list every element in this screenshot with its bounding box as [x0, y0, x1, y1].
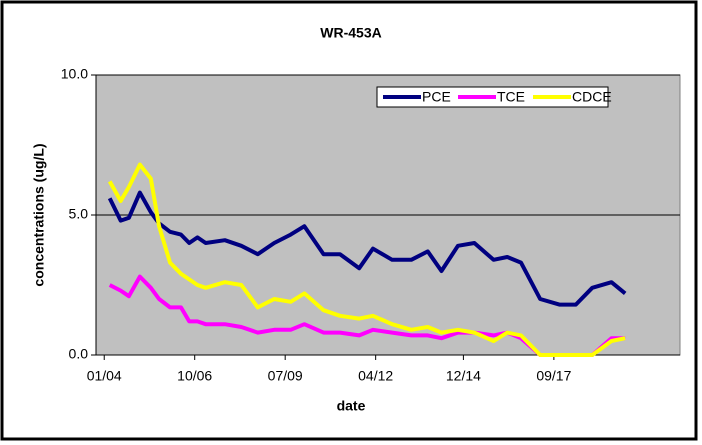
x-tick-label: 10/06 [177, 368, 212, 384]
legend-label: PCE [422, 89, 451, 105]
y-tick-label: 10.0 [61, 66, 88, 82]
x-tick-label: 07/09 [268, 368, 303, 384]
x-tick-label: 01/04 [87, 368, 122, 384]
x-tick-label: 09/17 [536, 368, 571, 384]
y-tick-label: 5.0 [69, 206, 89, 222]
data-line [107, 190, 627, 307]
x-axis-label: date [337, 398, 366, 414]
x-tick-label: 04/12 [358, 368, 393, 384]
legend-label: CDCE [572, 89, 612, 105]
y-tick-label: 0.0 [69, 346, 89, 362]
x-tick-label: 12/14 [446, 368, 481, 384]
chart-title: WR-453A [320, 25, 381, 41]
legend-label: TCE [497, 89, 525, 105]
data-line [107, 162, 626, 357]
y-axis-label: concentrations (ug/L) [31, 143, 47, 286]
